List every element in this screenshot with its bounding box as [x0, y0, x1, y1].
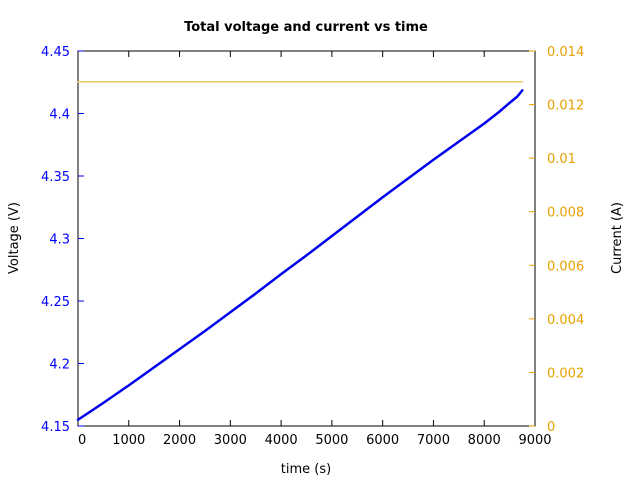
x-tick-label: 8000 — [468, 433, 501, 448]
x-tick-label: 4000 — [265, 433, 298, 448]
y-left-tick-label: 4.15 — [41, 420, 70, 435]
x-tick-label: 9000 — [518, 433, 551, 448]
x-tick-label: 6000 — [366, 433, 399, 448]
y-right-axis-ticks: 0 0.002 0.004 0.006 0.008 0.01 0.012 0.014 — [529, 45, 584, 435]
y-right-tick-label: 0.004 — [547, 313, 584, 328]
x-tick-label: 0 — [78, 433, 86, 448]
series-layer — [76, 81, 524, 421]
x-tick-label: 3000 — [214, 433, 247, 448]
y-right-tick-label: 0.01 — [547, 152, 576, 167]
y-left-axis-label: Voltage (V) — [7, 202, 22, 274]
y-left-axis-ticks: 4.15 4.2 4.25 4.3 4.35 4.4 4.45 — [41, 45, 84, 435]
x-axis-ticks: 0 1000 2000 3000 4000 5000 6000 7000 8000 9000 — [77, 51, 552, 448]
y-right-axis-label: Current (A) — [610, 202, 625, 274]
y-right-tick-label: 0.008 — [547, 206, 584, 221]
x-tick-label: 2000 — [163, 433, 196, 448]
x-tick-label: 1000 — [112, 433, 145, 448]
voltage-series-line — [76, 89, 524, 421]
chart-title: Total voltage and current vs time — [184, 20, 428, 35]
y-right-tick-label: 0.012 — [547, 99, 584, 114]
y-right-tick-label: 0.006 — [547, 259, 584, 274]
y-right-tick-label: 0.002 — [547, 366, 584, 381]
y-left-tick-label: 4.4 — [49, 108, 70, 123]
x-tick-label: 7000 — [417, 433, 450, 448]
y-left-tick-label: 4.35 — [41, 170, 70, 185]
y-left-tick-label: 4.45 — [41, 45, 70, 60]
x-tick-label: 5000 — [315, 433, 348, 448]
y-left-tick-label: 4.25 — [41, 295, 70, 310]
y-left-tick-label: 4.3 — [49, 233, 70, 248]
x-axis-label: time (s) — [281, 462, 331, 477]
y-left-tick-label: 4.2 — [49, 358, 70, 373]
plot-frame — [77, 50, 536, 427]
y-right-tick-label: 0.014 — [547, 45, 584, 60]
y-right-tick-label: 0 — [547, 420, 555, 435]
